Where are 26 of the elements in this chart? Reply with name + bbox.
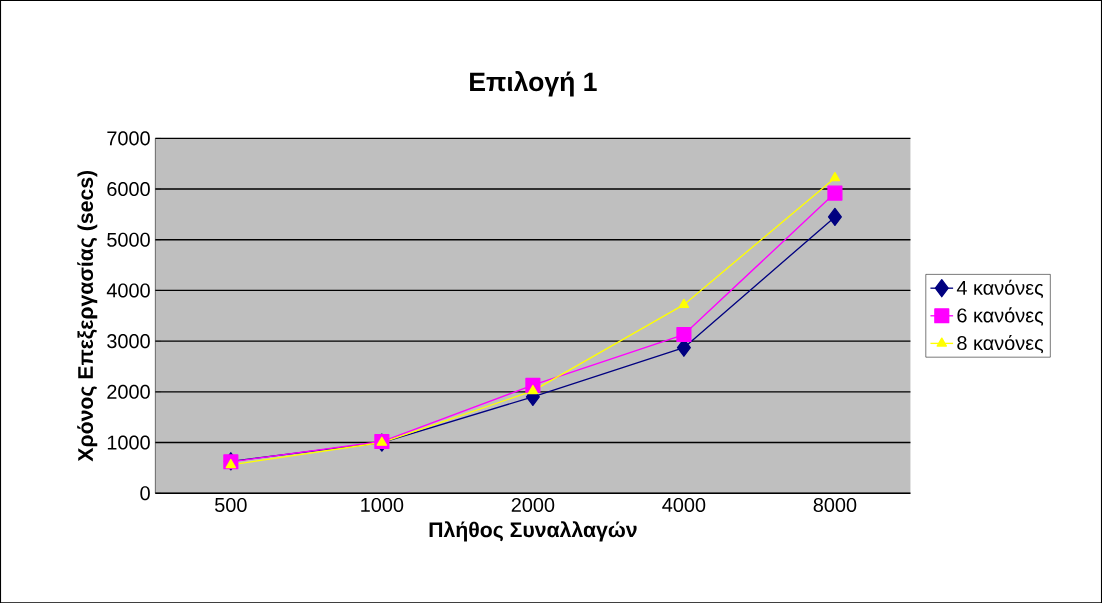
x-tick-label: 500 <box>215 497 247 512</box>
point <box>827 185 843 201</box>
legend-label: 6 κανόνες <box>957 307 1044 326</box>
y-tick-label: 4000 <box>106 283 150 298</box>
y-tick-label: 3000 <box>107 333 150 349</box>
y-axis-title: Χρόνος Επεξεργασίας (secs) <box>77 170 98 462</box>
point <box>676 326 692 342</box>
point <box>829 171 841 182</box>
chart-title: Επιλογή 1 <box>470 70 597 97</box>
x-tick-label: 4000 <box>662 497 706 512</box>
point <box>225 458 237 469</box>
y-tick-label: 7000 <box>107 131 150 146</box>
point <box>678 298 690 308</box>
x-tick-label: 8000 <box>813 497 857 512</box>
x-tick-label: 1000 <box>361 497 404 512</box>
y-tick-label: 0 <box>140 486 150 501</box>
legend-label: 8 κανόνες <box>957 334 1044 354</box>
x-axis-title: Πλήθος Συναλλαγών <box>429 521 637 542</box>
point <box>527 384 539 395</box>
legend-label: 4 κανόνες <box>956 279 1044 298</box>
y-tick-label: 5000 <box>107 232 150 247</box>
point <box>827 207 842 226</box>
y-tick-label: 6000 <box>107 181 150 196</box>
y-tick-label: 2000 <box>107 384 150 399</box>
x-tick-label: 2000 <box>511 497 555 512</box>
y-tick-label: 1000 <box>107 435 150 450</box>
